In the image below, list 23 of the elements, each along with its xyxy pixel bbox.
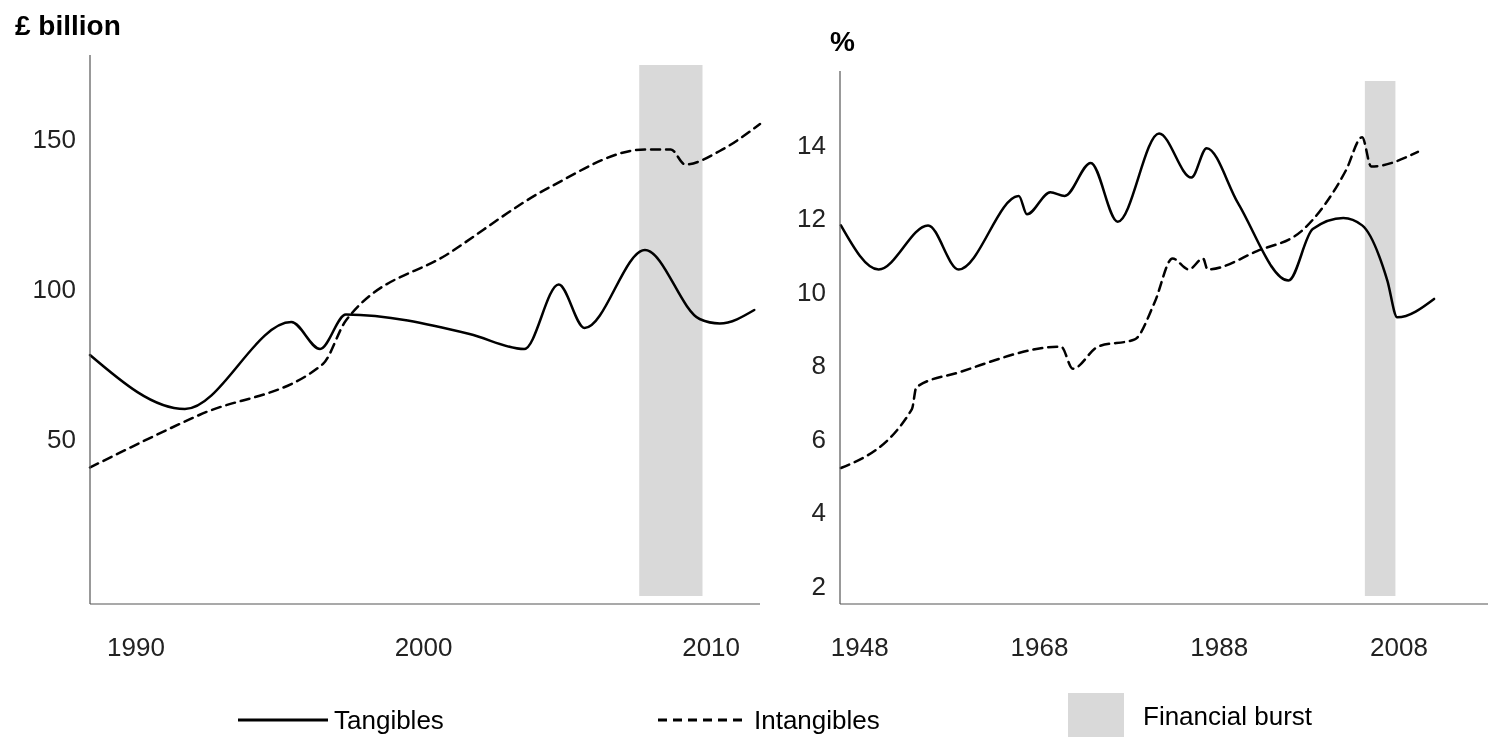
y-tick-label: 4 <box>811 497 826 528</box>
legend-label: Intangibles <box>754 705 880 736</box>
x-tick-label: 1948 <box>830 632 889 662</box>
y-tick-label: 8 <box>811 350 826 381</box>
x-tick-label: 2000 <box>394 632 453 662</box>
y-tick-label: 6 <box>811 423 826 454</box>
legend-label: Tangibles <box>334 705 444 736</box>
y-tick-label: 14 <box>797 129 826 160</box>
y-axis-title: £ billion <box>15 10 121 41</box>
y-tick-label: 12 <box>797 203 826 234</box>
x-tick-label: 1988 <box>1190 632 1249 662</box>
y-tick-label: 50 <box>47 424 76 455</box>
x-tick-label: 2008 <box>1370 632 1428 662</box>
y-tick-label: 100 <box>32 274 76 305</box>
x-tick-label: 1990 <box>107 632 165 662</box>
x-tick-label: 2010 <box>682 632 741 662</box>
y-tick-label: 150 <box>32 124 76 155</box>
legend-label: Financial burst <box>1143 701 1313 732</box>
line-series <box>88 122 762 469</box>
x-tick-label: 1968 <box>1010 632 1069 662</box>
y-axis-title: % <box>830 26 855 57</box>
y-tick-label: 10 <box>797 276 826 307</box>
y-tick-label: 2 <box>811 570 826 601</box>
